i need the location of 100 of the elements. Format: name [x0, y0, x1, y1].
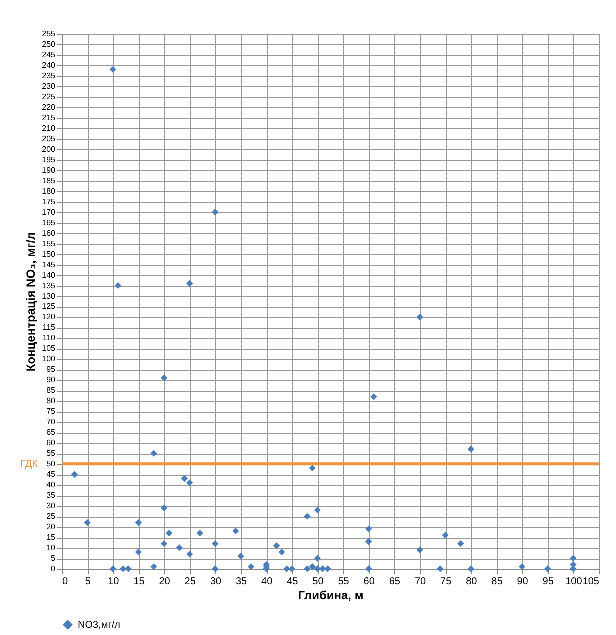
point — [71, 471, 78, 478]
point — [309, 464, 316, 472]
point — [135, 519, 142, 526]
y-tick-label: 165 — [42, 218, 56, 228]
point — [196, 530, 204, 537]
x-tick-label: 15 — [134, 576, 146, 588]
y-tick-label: 25 — [46, 512, 56, 522]
y-tick-label: 5 — [51, 554, 56, 564]
point — [366, 566, 372, 572]
y-tick-label: 135 — [42, 281, 56, 290]
point — [110, 566, 116, 572]
y-tick-label: 105 — [42, 344, 56, 354]
point — [309, 564, 316, 570]
y-tick-label: 230 — [42, 82, 56, 91]
y-tick-label: 170 — [42, 208, 56, 217]
x-tick-label: 65 — [389, 576, 401, 588]
x-tick-label: 45 — [287, 576, 299, 588]
y-tick-label: 10 — [46, 544, 56, 553]
point — [468, 446, 474, 453]
point — [150, 564, 158, 570]
point — [324, 566, 332, 572]
x-tick-label: 100 — [566, 576, 583, 588]
y-tick-label: 220 — [42, 102, 56, 112]
x-tick-label: 60 — [364, 576, 376, 588]
y-tick-label: 20 — [46, 522, 56, 532]
y-tick-label: 155 — [42, 239, 56, 248]
point — [314, 506, 322, 514]
point — [160, 504, 168, 512]
x-tick-label: 90 — [517, 576, 529, 588]
y-tick-label: 205 — [42, 134, 56, 144]
point — [212, 208, 219, 216]
x-tick-label: 55 — [338, 576, 350, 588]
y-tick-label: 225 — [42, 92, 56, 102]
point — [570, 555, 577, 562]
y-tick-label: 240 — [42, 60, 56, 70]
point — [304, 513, 311, 520]
y-tick-label: 175 — [42, 197, 56, 206]
x-tick-label: 80 — [466, 576, 478, 588]
point — [304, 566, 311, 572]
y-tick-label: 80 — [46, 396, 56, 406]
point — [248, 564, 255, 570]
y-tick-label: 75 — [46, 407, 56, 416]
point — [160, 540, 168, 548]
point — [319, 566, 326, 572]
point — [518, 564, 526, 570]
point — [416, 314, 424, 321]
x-tick-label: 105 — [582, 576, 600, 588]
point — [186, 280, 194, 288]
y-tick-label: 245 — [42, 50, 56, 60]
x-tick-label: 70 — [414, 576, 426, 588]
y-tick-label: 50 — [46, 460, 56, 469]
y-tick-label: 140 — [42, 270, 56, 280]
x-tick-label: 35 — [236, 576, 248, 588]
y-tick-label: 210 — [42, 124, 56, 133]
point — [437, 566, 444, 572]
y-tick-label: 15 — [46, 533, 56, 542]
x-tick-label: 25 — [184, 576, 196, 588]
y-axis-title: Концентрація NO₃, мг/л — [24, 232, 38, 372]
point — [314, 566, 322, 572]
point — [238, 553, 244, 560]
y-tick-label: 40 — [46, 480, 56, 490]
point — [150, 450, 158, 457]
x-tick-label: 20 — [159, 576, 171, 588]
point — [442, 532, 449, 539]
y-tick-label: 250 — [42, 40, 56, 49]
x-axis-title: Глибина, м — [298, 588, 364, 602]
y-tick-label: 200 — [42, 144, 56, 154]
y-tick-label: 0 — [51, 564, 56, 574]
y-tick-label: 120 — [42, 312, 56, 322]
point — [288, 566, 296, 572]
point — [125, 566, 132, 572]
y-tick-label: 65 — [46, 428, 56, 438]
y-tick-label: 195 — [42, 155, 56, 164]
y-tick-label: 235 — [42, 71, 56, 80]
x-tick-label: 75 — [440, 576, 452, 588]
y-tick-label: 180 — [42, 186, 56, 196]
point — [544, 566, 552, 572]
y-tick-label: 190 — [42, 166, 56, 175]
x-tick-label: 10 — [108, 576, 120, 588]
x-tick-label: 0 — [62, 576, 68, 588]
y-tick-label: 30 — [46, 502, 56, 511]
y-tick-label: 60 — [46, 438, 56, 448]
point — [366, 538, 372, 546]
point — [212, 566, 219, 572]
y-tick-label: 35 — [46, 491, 56, 500]
ref-line-label: ГДК — [20, 459, 38, 470]
point — [366, 526, 372, 532]
y-tick-label: 130 — [42, 292, 56, 301]
y-tick-label: 100 — [42, 354, 56, 364]
x-tick-label: 85 — [492, 576, 504, 588]
x-tick-label: 30 — [210, 576, 222, 588]
x-tick-label: 40 — [262, 576, 274, 588]
y-tick-label: 85 — [46, 386, 56, 396]
point — [458, 540, 464, 548]
point — [468, 566, 474, 572]
y-tick-label: 150 — [42, 250, 56, 259]
y-tick-label: 90 — [46, 376, 56, 385]
y-tick-label: 145 — [42, 260, 56, 270]
y-tick-label: 215 — [42, 113, 56, 122]
y-tick-label: 45 — [46, 470, 56, 480]
